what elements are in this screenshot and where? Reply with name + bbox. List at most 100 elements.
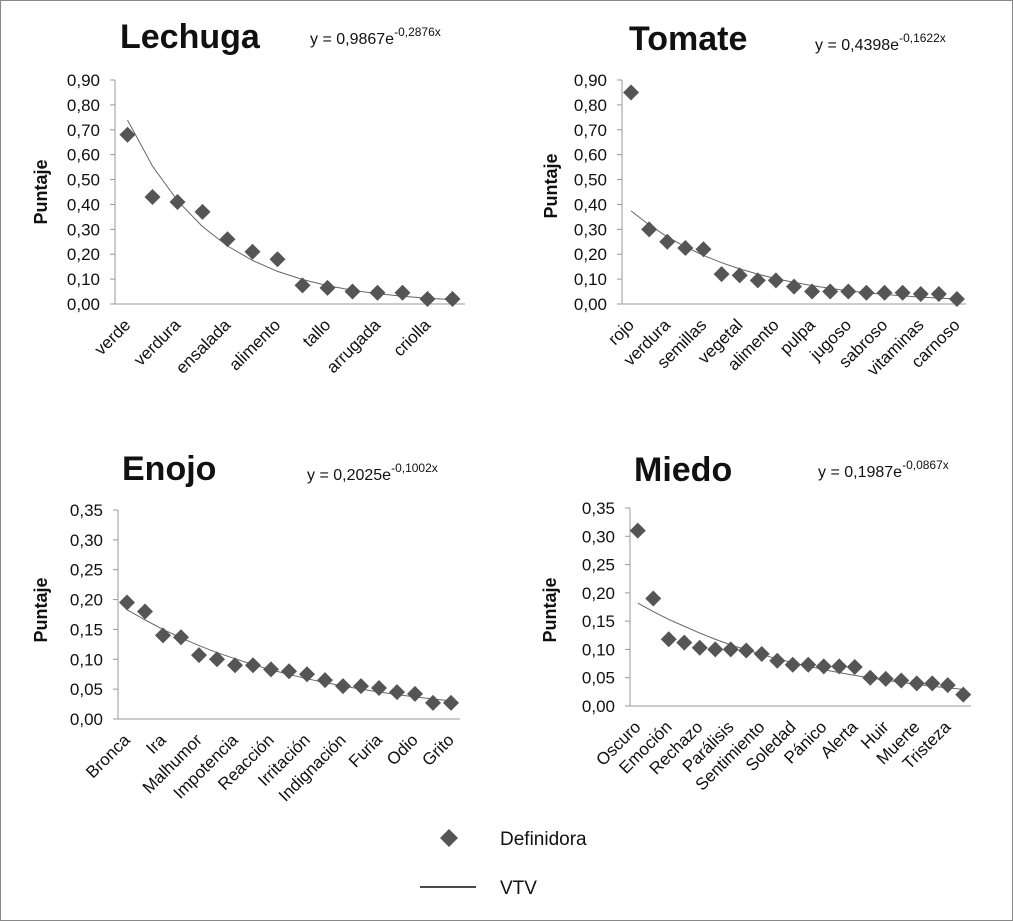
y-axis-label: Puntaje	[31, 159, 51, 224]
data-point	[912, 286, 929, 303]
data-point	[713, 266, 730, 283]
data-point	[353, 678, 369, 695]
data-point	[876, 284, 893, 301]
data-point	[738, 642, 755, 659]
data-point	[407, 685, 423, 702]
data-point	[335, 678, 351, 695]
y-tick-label: 0,30	[574, 220, 607, 239]
data-point	[660, 631, 677, 648]
y-tick-label: 0,90	[574, 71, 607, 90]
y-tick-label: 0,40	[67, 195, 100, 214]
y-tick-label: 0,10	[70, 650, 103, 669]
data-point	[767, 272, 784, 289]
data-point	[119, 594, 135, 611]
y-tick-label: 0,25	[582, 556, 615, 575]
data-point	[822, 283, 839, 300]
data-point	[394, 284, 411, 301]
y-axis-label: Puntaje	[31, 577, 51, 642]
data-point	[269, 251, 286, 268]
data-point	[753, 645, 770, 662]
data-point	[419, 291, 436, 308]
data-point	[119, 126, 136, 143]
data-point	[317, 672, 333, 689]
y-tick-label: 0,80	[67, 96, 100, 115]
data-point	[209, 651, 225, 668]
y-tick-label: 0,50	[574, 171, 607, 190]
y-tick-label: 0,70	[67, 121, 100, 140]
data-point	[800, 656, 817, 673]
y-tick-label: 0,30	[582, 527, 615, 546]
data-point	[877, 670, 894, 687]
data-point	[930, 286, 947, 303]
y-axis-label: Puntaje	[541, 153, 561, 218]
data-point	[924, 675, 941, 692]
legend-marker	[440, 829, 458, 847]
equation-exponent: -0,1622x	[899, 31, 946, 45]
data-point	[769, 652, 786, 669]
y-tick-label: 0,10	[574, 270, 607, 289]
data-point	[137, 603, 153, 620]
data-point	[263, 661, 279, 678]
data-point	[804, 283, 821, 300]
data-point	[695, 241, 712, 258]
data-point	[846, 658, 863, 675]
chart-title: Enojo	[122, 450, 216, 488]
y-tick-label: 0,20	[67, 245, 100, 264]
y-tick-label: 0,35	[70, 501, 103, 520]
y-tick-label: 0,35	[582, 499, 615, 518]
data-point	[862, 669, 879, 686]
chart-title: Tomate	[629, 20, 747, 58]
y-tick-label: 0,00	[574, 295, 607, 314]
y-tick-label: 0,60	[67, 146, 100, 165]
data-point	[908, 675, 925, 692]
data-point	[894, 284, 911, 301]
y-tick-label: 0,40	[574, 195, 607, 214]
data-point	[219, 231, 236, 248]
data-point	[443, 694, 459, 711]
data-point	[784, 656, 801, 673]
data-point	[344, 283, 361, 300]
y-tick-label: 0,05	[582, 669, 615, 688]
equation-base: y = 0,1987e	[818, 464, 902, 481]
data-point	[194, 203, 211, 220]
data-point	[144, 188, 161, 205]
y-tick-label: 0,25	[70, 561, 103, 580]
legend-label: Definidora	[500, 829, 587, 850]
data-point	[831, 658, 848, 675]
y-tick-label: 0,20	[582, 584, 615, 603]
data-point	[294, 277, 311, 294]
data-point	[858, 284, 875, 301]
y-tick-label: 0,15	[70, 620, 103, 639]
trend-equation: y = 0,4398e-0,1622x	[815, 31, 946, 54]
data-point	[641, 221, 658, 238]
data-point	[191, 647, 207, 664]
data-point	[659, 233, 676, 250]
chart-title: Lechuga	[120, 18, 261, 56]
data-point	[722, 641, 739, 658]
data-point	[371, 679, 387, 696]
data-point	[815, 658, 832, 675]
data-point	[244, 243, 261, 260]
data-point	[691, 639, 708, 656]
data-point	[227, 657, 243, 674]
y-tick-label: 0,70	[574, 121, 607, 140]
y-tick-label: 0,10	[67, 270, 100, 289]
data-point	[245, 657, 261, 674]
trend-equation: y = 0,2025e-0,1002x	[307, 461, 438, 484]
y-axis-label: Puntaje	[540, 577, 560, 642]
y-tick-label: 0,05	[70, 680, 103, 699]
y-tick-label: 0,60	[574, 146, 607, 165]
data-point	[169, 193, 186, 210]
data-point	[948, 291, 965, 308]
y-tick-label: 0,30	[67, 220, 100, 239]
data-point	[939, 677, 956, 694]
y-tick-label: 0,00	[67, 295, 100, 314]
y-tick-label: 0,50	[67, 171, 100, 190]
equation-exponent: -0,1002x	[391, 461, 438, 475]
equation-exponent: -0,0867x	[902, 458, 949, 472]
y-tick-label: 0,30	[70, 531, 103, 550]
data-point	[731, 267, 748, 284]
data-point	[840, 283, 857, 300]
